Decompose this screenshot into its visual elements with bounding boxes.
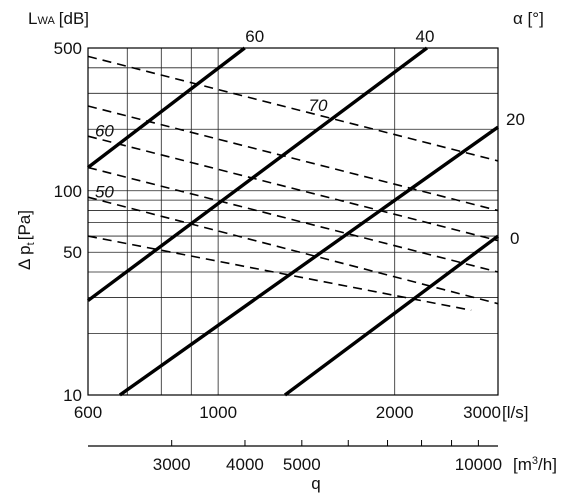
lwa-title-sub: WA (37, 15, 55, 27)
x-unit-secondary-pre: [m (513, 455, 532, 474)
x-tick-label: 2000 (376, 403, 414, 422)
x-tick-label: 600 (74, 403, 102, 422)
y-title-unit: [Pa] (15, 210, 34, 240)
alpha-line-0 (283, 234, 500, 397)
alpha-label-60: 60 (245, 27, 264, 46)
x-unit-secondary-post: /h] (538, 455, 557, 474)
alpha-label-40: 40 (416, 27, 435, 46)
x-tick-label: 1000 (199, 403, 237, 422)
lwa-series-group (87, 55, 499, 312)
lwa-line-70 (87, 55, 499, 162)
alpha-axis-title: α [°] (513, 9, 544, 28)
secondary-x-ticks: 3000 4000 5000 10000 (153, 440, 502, 474)
alpha-line-60 (86, 46, 246, 169)
series-labels: 60 40 20 0 70 60 50 (95, 27, 525, 248)
y-title-sub: t (25, 242, 37, 245)
y-tick-label: 50 (63, 243, 82, 262)
lwa-label-50: 50 (95, 182, 114, 201)
x-axis-title: q (311, 474, 320, 493)
lwa-label-60: 60 (95, 121, 114, 140)
secondary-x-tick-label: 3000 (153, 455, 191, 474)
plot-frame (87, 47, 499, 396)
secondary-x-tick-label: 5000 (283, 455, 321, 474)
secondary-x-tick-label: 10000 (455, 455, 502, 474)
y-axis-title: Δ pt [Pa] (15, 210, 37, 270)
y-tick-label: 10 (63, 386, 82, 405)
y-tick-label: 500 (54, 39, 82, 58)
tick-labels: 10 50 100 500 600 1000 2000 3000 (54, 39, 501, 422)
secondary-x-tick-label: 4000 (226, 455, 264, 474)
lwa-axis-title: LWA [dB] (28, 9, 89, 28)
x-unit-primary: [l/s] (502, 403, 528, 422)
lwa-line-unlabeled (87, 235, 472, 312)
alpha-line-20 (118, 125, 499, 397)
alpha-label-0: 0 (510, 229, 519, 248)
x-unit-secondary-sup: 3 (532, 455, 538, 467)
grid (88, 48, 498, 395)
alpha-series-group (86, 46, 500, 397)
x-tick-label: 3000 (463, 403, 501, 422)
lwa-line-60 (87, 135, 499, 242)
lwa-label-70: 70 (309, 96, 328, 115)
alpha-line-40 (86, 46, 428, 302)
x-unit-secondary: [m3/h] (513, 455, 557, 474)
lwa-line-50 (87, 196, 499, 305)
lwa-line-unlabeled (87, 166, 499, 273)
lwa-title-main: L (28, 9, 37, 28)
lwa-line-unlabeled (87, 105, 499, 212)
alpha-label-20: 20 (506, 110, 525, 129)
lwa-title-unit: [dB] (59, 9, 89, 28)
y-title-main: Δ p (15, 245, 34, 270)
y-tick-label: 100 (54, 182, 82, 201)
